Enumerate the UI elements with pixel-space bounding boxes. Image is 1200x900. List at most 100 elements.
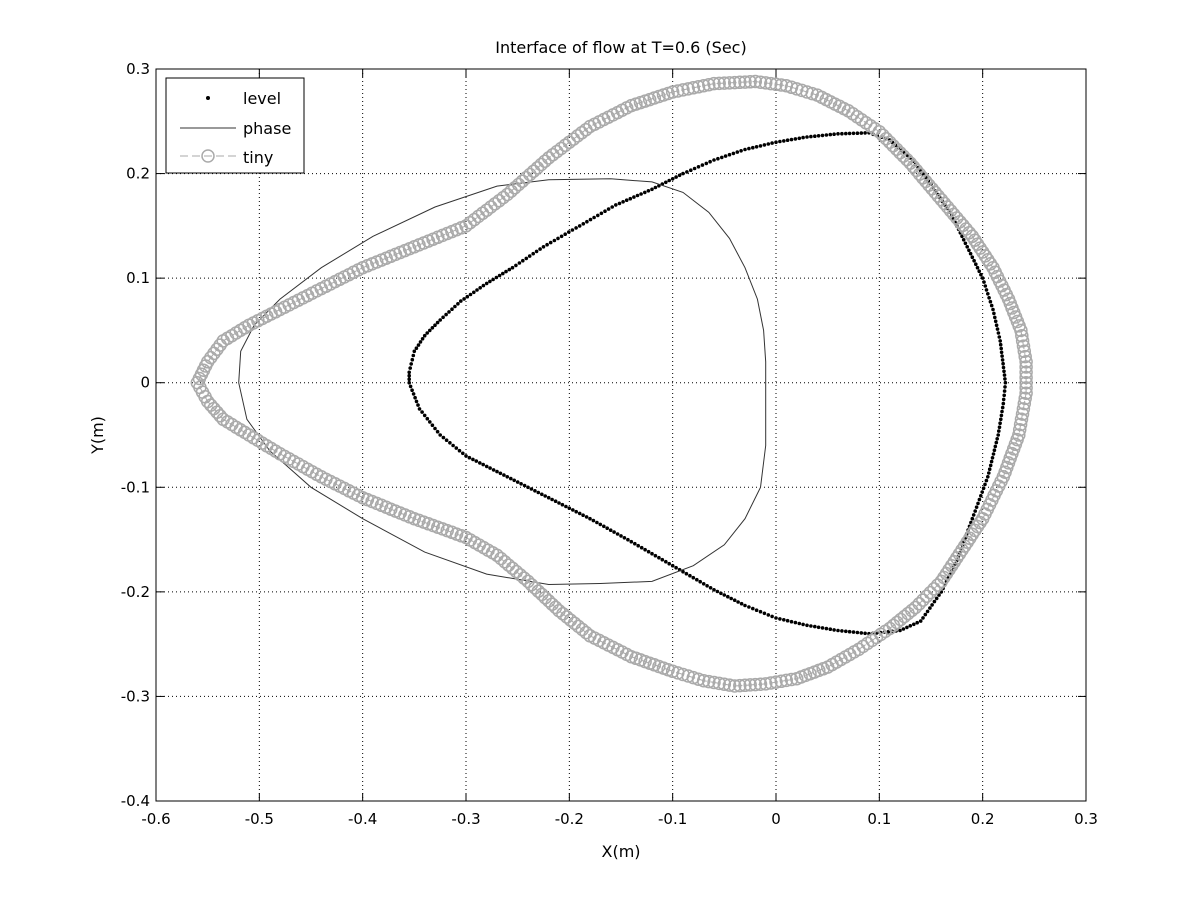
series-phase — [238, 178, 767, 586]
level-point — [451, 443, 455, 448]
level-point — [915, 620, 919, 625]
level-point — [1003, 380, 1008, 385]
level-point — [754, 145, 759, 149]
x-tick-label: 0.1 — [867, 810, 891, 828]
level-point — [930, 603, 934, 607]
level-point — [859, 131, 864, 135]
level-point — [557, 501, 561, 505]
tiny-marker — [769, 77, 783, 92]
level-point — [992, 448, 997, 453]
level-point — [994, 323, 999, 328]
tiny-marker — [707, 675, 721, 690]
level-point — [602, 524, 606, 529]
tiny-marker — [876, 128, 890, 142]
level-point — [809, 624, 813, 628]
level-point — [574, 509, 578, 514]
level-point — [422, 413, 427, 418]
level-point — [653, 185, 658, 190]
level-point — [695, 577, 699, 582]
level-point — [608, 528, 613, 532]
level-point — [450, 307, 454, 312]
level-point — [438, 433, 443, 437]
level-point — [527, 254, 532, 258]
level-point — [457, 448, 462, 453]
level-point — [708, 586, 713, 590]
plot-frame — [155, 68, 1087, 802]
level-point — [420, 410, 424, 414]
level-point — [488, 466, 492, 470]
level-point — [577, 224, 582, 228]
level-point — [414, 399, 419, 404]
level-point — [505, 475, 510, 479]
legend-tiny-marker — [201, 149, 215, 163]
level-point — [712, 588, 716, 592]
level-point — [484, 464, 489, 469]
level-point — [430, 423, 435, 428]
level-point — [836, 132, 840, 136]
tiny-marker — [500, 187, 515, 202]
level-point — [991, 307, 995, 312]
level-point — [770, 141, 774, 145]
level-point — [782, 618, 786, 622]
level-point — [681, 171, 685, 176]
level-point — [727, 152, 732, 157]
level-point — [628, 196, 633, 201]
tiny-marker — [753, 677, 768, 691]
level-point — [965, 245, 969, 249]
tiny-marker — [717, 677, 732, 691]
level-point — [847, 629, 852, 634]
level-point — [828, 627, 833, 631]
level-point — [801, 622, 805, 627]
level-point — [552, 238, 557, 243]
level-point — [413, 395, 417, 400]
level-point — [494, 275, 499, 280]
level-point — [1003, 385, 1007, 389]
tiny-marker — [733, 678, 747, 693]
level-point — [983, 284, 988, 288]
level-point — [428, 420, 432, 424]
level-point — [934, 596, 939, 601]
level-point — [689, 168, 693, 172]
plot-area — [156, 69, 1086, 801]
level-point — [488, 279, 492, 284]
tiny-marker — [748, 74, 763, 89]
level-point — [650, 187, 654, 192]
level-point — [797, 136, 802, 141]
level-point — [974, 505, 979, 510]
level-point — [563, 232, 567, 236]
tiny-marker — [712, 676, 726, 691]
level-point — [990, 456, 995, 460]
level-point — [428, 328, 432, 333]
level-point — [820, 133, 825, 138]
level-point — [998, 339, 1002, 343]
level-point — [993, 319, 998, 324]
level-point — [464, 454, 468, 458]
level-point — [701, 582, 706, 586]
level-point — [688, 573, 692, 578]
level-point — [571, 508, 575, 512]
level-point — [667, 561, 671, 566]
legend: level phase tiny — [165, 77, 305, 174]
level-point — [855, 630, 860, 635]
tiny-marker — [919, 589, 934, 604]
tiny-marker — [916, 593, 930, 607]
series-layer — [190, 74, 1033, 693]
level-point — [726, 594, 730, 599]
level-point — [731, 151, 736, 156]
level-point — [595, 520, 599, 525]
level-point — [411, 392, 416, 396]
level-point — [993, 444, 998, 449]
level-point — [534, 249, 539, 254]
level-point — [538, 247, 542, 251]
level-point — [901, 627, 906, 631]
level-point — [657, 555, 661, 560]
level-point — [461, 451, 465, 456]
level-point — [999, 346, 1003, 351]
level-point — [968, 251, 973, 256]
level-point — [484, 281, 489, 286]
level-point — [828, 132, 833, 137]
level-point — [481, 462, 486, 467]
level-point — [898, 628, 902, 633]
level-point — [543, 494, 547, 498]
level-point — [417, 407, 422, 411]
